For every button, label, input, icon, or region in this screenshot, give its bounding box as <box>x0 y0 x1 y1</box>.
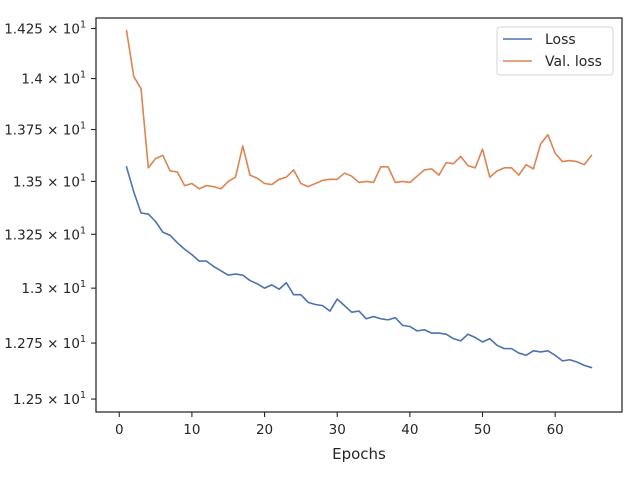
series-line-val-loss <box>125 29 593 190</box>
y-tick-label: 1.375 × 101 <box>4 121 86 139</box>
y-tick-mantissa: 1.35 × 10 <box>13 174 80 190</box>
x-axis-label: Epochs <box>332 445 386 463</box>
x-tick-label: 10 <box>183 422 200 438</box>
x-tick-label: 50 <box>474 422 491 438</box>
y-tick-exponent: 1 <box>80 70 86 81</box>
plot-frame <box>95 17 623 413</box>
y-tick-exponent: 1 <box>80 19 86 30</box>
y-tick-mantissa: 1.375 × 10 <box>4 123 80 139</box>
x-tick-label: 40 <box>401 422 418 438</box>
x-tick-label: 60 <box>547 422 564 438</box>
y-tick-mantissa: 1.325 × 10 <box>4 227 80 243</box>
y-tick-label: 1.4 × 101 <box>21 70 86 88</box>
plot-area <box>125 29 593 369</box>
series-line-loss <box>125 165 593 369</box>
tick-marks <box>91 27 556 417</box>
legend-label: Val. loss <box>545 54 602 70</box>
y-tick-exponent: 1 <box>80 121 86 132</box>
legend: Loss Val. loss <box>496 26 614 76</box>
x-tick-label: 30 <box>329 422 346 438</box>
y-tick-exponent: 1 <box>80 334 86 345</box>
y-tick-mantissa: 1.3 × 10 <box>21 281 80 297</box>
y-tick-mantissa: 1.425 × 10 <box>4 21 80 37</box>
y-tick-mantissa: 1.275 × 10 <box>4 336 80 352</box>
y-tick-label: 1.425 × 101 <box>4 19 86 37</box>
y-tick-exponent: 1 <box>80 279 86 290</box>
x-tick-label: 20 <box>256 422 273 438</box>
x-tick-label: 0 <box>115 422 124 438</box>
y-tick-label: 1.35 × 101 <box>13 172 86 190</box>
y-tick-mantissa: 1.4 × 10 <box>21 72 80 88</box>
series-lines <box>125 29 593 369</box>
y-tick-label: 1.25 × 101 <box>13 390 86 408</box>
y-tick-exponent: 1 <box>80 390 86 401</box>
y-tick-label: 1.3 × 101 <box>21 279 86 297</box>
y-tick-label: 1.275 × 101 <box>4 334 86 352</box>
y-tick-exponent: 1 <box>80 172 86 183</box>
legend-label: Loss <box>545 32 576 48</box>
y-tick-mantissa: 1.25 × 10 <box>13 392 80 408</box>
y-tick-exponent: 1 <box>80 225 86 236</box>
y-tick-label: 1.325 × 101 <box>4 225 86 243</box>
